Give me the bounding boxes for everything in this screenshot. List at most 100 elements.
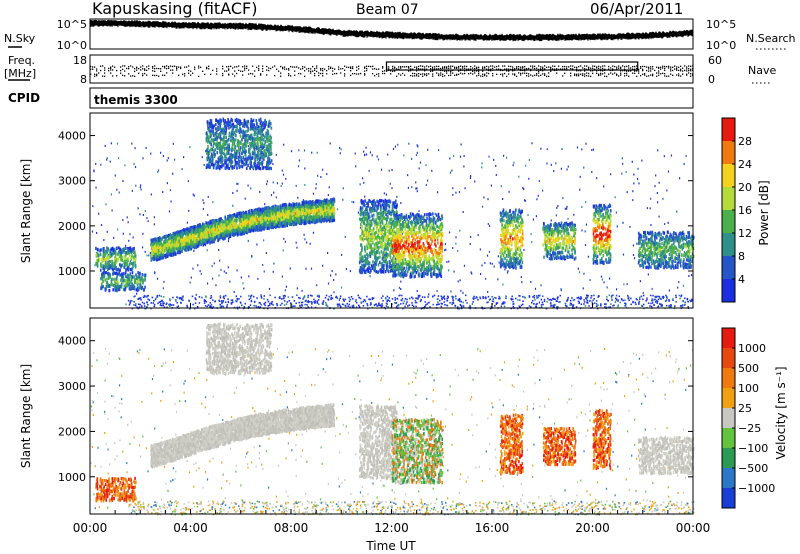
freq-dot — [190, 71, 191, 72]
freq-dot — [652, 75, 653, 76]
scatter-speck — [632, 199, 633, 201]
scatter-speck — [285, 178, 286, 180]
freq-dot — [154, 68, 155, 69]
scatter-speck — [664, 155, 665, 157]
near-range-speck — [220, 295, 222, 297]
freq-dot — [592, 68, 593, 69]
scatter-speck — [445, 243, 446, 245]
near-range-speck — [441, 306, 443, 308]
freq-dot — [558, 66, 559, 67]
near-range-speck — [609, 294, 611, 296]
scatter-speck — [679, 177, 680, 179]
near-range-speck — [651, 306, 653, 308]
near-range-speck — [655, 301, 657, 303]
freq-dot — [314, 68, 315, 69]
freq-dot — [354, 73, 355, 74]
freq-dot — [300, 73, 301, 74]
freq-dot — [294, 75, 295, 76]
freq-dot — [382, 73, 383, 74]
freq-dot — [258, 70, 259, 71]
freq-dot — [660, 73, 661, 74]
near-range-speck — [205, 305, 207, 307]
scatter-speck — [662, 198, 663, 200]
scatter-speck — [585, 230, 586, 232]
freq-dots — [90, 65, 693, 77]
near-range-speck — [377, 305, 379, 307]
freq-dot — [276, 69, 277, 70]
freq-dot — [658, 68, 659, 69]
scatter-speck — [524, 199, 525, 201]
freq-dot — [342, 68, 343, 69]
scatter-speck — [237, 183, 238, 185]
near-range-speck — [565, 303, 567, 305]
near-range-speck — [417, 298, 419, 300]
freq-dot — [328, 66, 329, 67]
freq-dot — [178, 75, 179, 76]
freq-dot — [90, 69, 91, 70]
nave-label: Nave — [748, 64, 776, 77]
scatter-speck — [640, 280, 641, 282]
near-range-speck — [236, 295, 238, 297]
freq-dot — [452, 72, 453, 73]
freq-dot — [552, 68, 553, 69]
freq-dot — [474, 68, 475, 69]
near-range-speck — [656, 296, 658, 298]
near-range-speck — [413, 306, 415, 308]
near-range-speck — [195, 302, 197, 304]
near-range-speck — [220, 306, 222, 308]
scatter-speck — [688, 275, 689, 277]
near-range-speck — [670, 305, 672, 307]
near-range-speck — [511, 296, 512, 298]
scatter-speck — [146, 217, 147, 219]
freq-tick-top-left: 18 — [73, 54, 87, 67]
scatter-speck — [523, 188, 524, 190]
freq-dot — [152, 75, 153, 76]
scatter-speck — [360, 183, 361, 185]
near-range-speck — [641, 296, 643, 298]
freq-dot — [108, 68, 109, 69]
freq-dot — [656, 76, 657, 77]
near-range-speck — [512, 301, 514, 303]
scatter-speck — [119, 191, 120, 193]
freq-dot — [260, 74, 261, 75]
near-range-speck — [395, 299, 397, 301]
freq-dot — [482, 71, 483, 72]
cluster-cell — [110, 283, 112, 286]
scatter-speck — [554, 304, 555, 306]
freq-dot — [470, 73, 471, 74]
near-range-speck — [446, 298, 448, 300]
freq-dot — [172, 72, 173, 73]
scatter-speck — [92, 205, 93, 207]
scatter-speck — [135, 185, 136, 187]
freq-dot — [422, 73, 423, 74]
freq-dot — [410, 75, 411, 76]
freq-dot — [344, 73, 345, 74]
scatter-speck — [341, 287, 342, 289]
near-range-speck — [406, 299, 408, 301]
freq-dot — [316, 71, 317, 72]
freq-dot — [690, 66, 691, 67]
scatter-speck — [489, 251, 490, 253]
scatter-speck — [436, 290, 437, 292]
freq-dot — [206, 67, 207, 68]
freq-dot — [660, 69, 661, 70]
near-range-speck — [294, 300, 296, 302]
cluster-cell — [144, 286, 146, 289]
freq-dot — [642, 66, 643, 67]
near-range-speck — [621, 298, 623, 300]
near-range-speck — [462, 302, 464, 304]
near-range-speck — [355, 299, 357, 301]
freq-dot — [502, 65, 503, 66]
freq-dot — [408, 70, 409, 71]
freq-dot — [348, 67, 349, 68]
cluster-cell — [103, 253, 105, 256]
scatter-speck — [241, 276, 242, 278]
near-range-speck — [227, 298, 229, 300]
scatter-speck — [370, 151, 371, 153]
scatter-speck — [691, 274, 692, 276]
cluster-cell — [102, 247, 104, 250]
freq-dot — [316, 65, 317, 66]
near-range-speck — [531, 302, 533, 304]
scatter-speck — [677, 287, 678, 289]
scatter-speck — [105, 203, 106, 205]
